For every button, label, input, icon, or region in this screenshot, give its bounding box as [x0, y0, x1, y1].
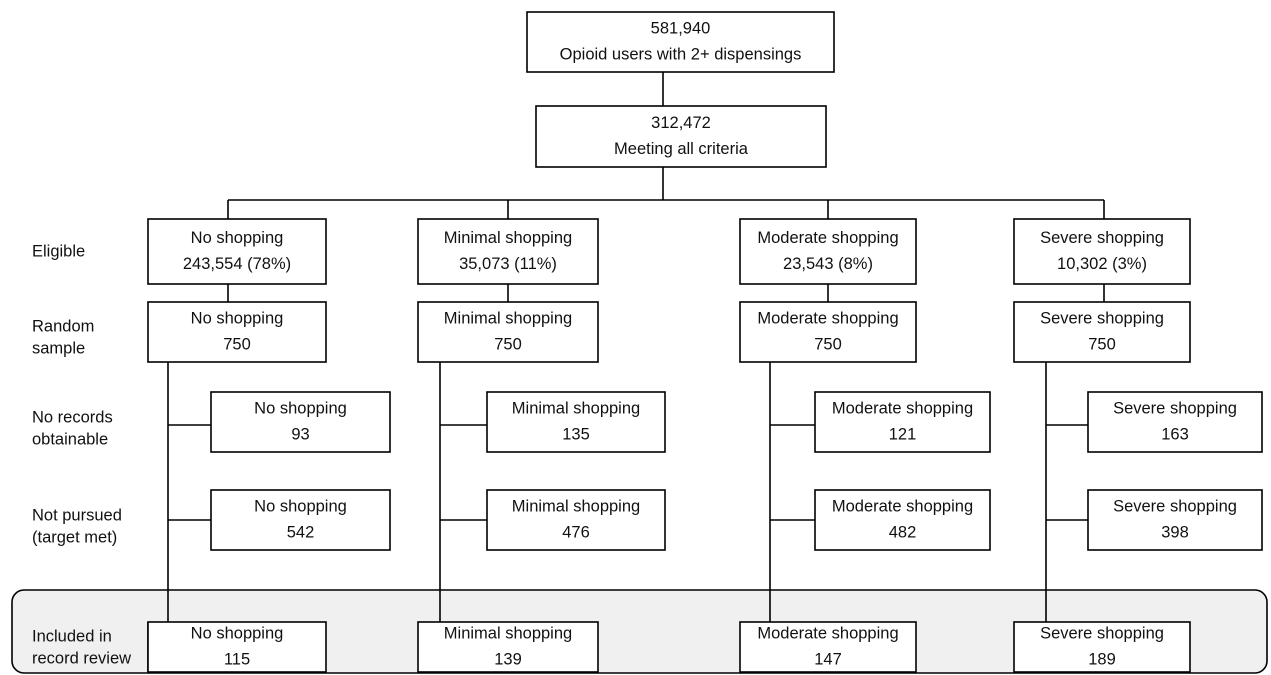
- sample-node-text: 750: [223, 335, 251, 353]
- not-pursued-node: [814, 489, 991, 551]
- no-records-node-text: Moderate shopping: [832, 399, 973, 417]
- sample-node-text: Moderate shopping: [757, 309, 898, 327]
- row-label: No records: [32, 408, 113, 426]
- included-node-text: 115: [224, 650, 250, 668]
- no-records-node-text: No shopping: [254, 399, 347, 417]
- not-pursued-node: [210, 489, 391, 551]
- sample-node-text: 750: [1088, 335, 1116, 353]
- not-pursued-node-text: 398: [1161, 523, 1189, 541]
- sample-node: [147, 301, 327, 363]
- eligible-node-text: Minimal shopping: [444, 229, 572, 247]
- sample-node-text: Minimal shopping: [444, 309, 572, 327]
- no-records-node-text: 163: [1161, 425, 1189, 443]
- row-label: Eligible: [32, 242, 85, 260]
- included-node: [1013, 621, 1191, 673]
- eligible-node-text: 23,543 (8%): [783, 255, 873, 273]
- criteria-node: [535, 105, 827, 168]
- included-node-text: Moderate shopping: [757, 624, 898, 642]
- row-label: (target met): [32, 528, 117, 546]
- row-label: obtainable: [32, 430, 108, 448]
- no-records-node-text: Severe shopping: [1113, 399, 1237, 417]
- eligible-node-text: 35,073 (11%): [459, 255, 557, 273]
- top-node-text: Opioid users with 2+ dispensings: [560, 45, 802, 63]
- included-node: [417, 621, 599, 673]
- row-label: Included in: [32, 627, 112, 645]
- included-node-text: 139: [494, 650, 522, 668]
- no-records-node: [210, 391, 391, 453]
- sample-node-text: 750: [494, 335, 522, 353]
- top-node: [526, 11, 835, 73]
- eligible-node-text: Severe shopping: [1040, 229, 1164, 247]
- included-node: [739, 621, 917, 673]
- no-records-node-text: 135: [562, 425, 590, 443]
- sample-node-text: 750: [814, 335, 842, 353]
- eligible-node: [739, 218, 917, 285]
- eligible-node-text: 10,302 (3%): [1057, 255, 1147, 273]
- not-pursued-node-text: 482: [889, 523, 917, 541]
- row-label: Random: [32, 317, 94, 335]
- eligible-node: [417, 218, 599, 285]
- no-records-node: [486, 391, 666, 453]
- not-pursued-node-text: No shopping: [254, 497, 347, 515]
- not-pursued-node-text: 542: [287, 523, 315, 541]
- eligible-node: [1013, 218, 1191, 285]
- eligible-node: [147, 218, 327, 285]
- row-label: Not pursued: [32, 506, 122, 524]
- not-pursued-node: [1087, 489, 1263, 551]
- sample-node: [1013, 301, 1191, 363]
- not-pursued-node: [486, 489, 666, 551]
- not-pursued-node-text: 476: [562, 523, 590, 541]
- not-pursued-node-text: Minimal shopping: [512, 497, 640, 515]
- eligible-node-text: Moderate shopping: [757, 229, 898, 247]
- criteria-node-text: Meeting all criteria: [614, 140, 749, 158]
- criteria-node-text: 312,472: [651, 114, 711, 132]
- included-node-text: Severe shopping: [1040, 624, 1164, 642]
- no-records-node: [1087, 391, 1263, 453]
- included-node: [147, 621, 327, 673]
- included-node-text: 147: [814, 650, 842, 668]
- no-records-node-text: 121: [889, 425, 917, 443]
- not-pursued-node-text: Severe shopping: [1113, 497, 1237, 515]
- sample-node-text: No shopping: [191, 309, 284, 327]
- included-node-text: No shopping: [191, 624, 284, 642]
- sample-node-text: Severe shopping: [1040, 309, 1164, 327]
- included-node-text: 189: [1088, 650, 1116, 668]
- included-node-text: Minimal shopping: [444, 624, 572, 642]
- not-pursued-node-text: Moderate shopping: [832, 497, 973, 515]
- sample-node: [739, 301, 917, 363]
- row-label: record review: [32, 649, 131, 667]
- no-records-node-text: Minimal shopping: [512, 399, 640, 417]
- no-records-node-text: 93: [291, 425, 309, 443]
- eligible-node-text: No shopping: [191, 229, 284, 247]
- row-label: sample: [32, 339, 85, 357]
- no-records-node: [814, 391, 991, 453]
- eligible-node-text: 243,554 (78%): [183, 255, 291, 273]
- sample-node: [417, 301, 599, 363]
- top-node-text: 581,940: [651, 19, 711, 37]
